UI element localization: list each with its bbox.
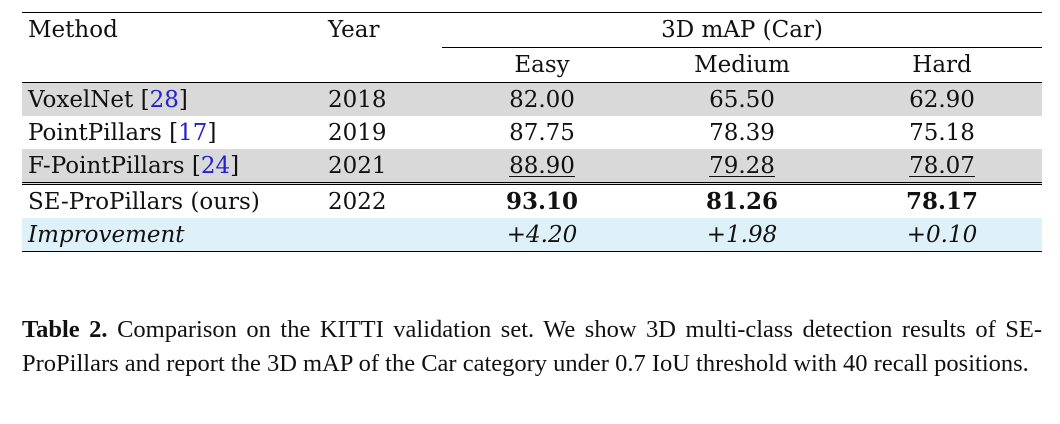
hard-cell-best: 78.17 <box>842 182 1043 218</box>
method-cell: VoxelNet [28] <box>22 82 322 116</box>
medium-cell: 65.50 <box>642 82 842 116</box>
header-easy: Easy <box>514 52 570 78</box>
method-cell: SE-ProPillars (ours) <box>22 182 322 218</box>
second-best-value: 79.28 <box>709 152 775 179</box>
hard-cell: 78.07 <box>842 149 1043 184</box>
table-row-improvement: Improvement +4.20 +1.98 +0.10 <box>22 218 1043 252</box>
easy-cell-best: 93.10 <box>442 182 642 218</box>
improvement-easy: +4.20 <box>442 218 642 252</box>
header-method: Method <box>22 12 322 48</box>
second-best-value: 78.07 <box>909 152 975 179</box>
improvement-label: Improvement <box>22 218 322 252</box>
improvement-hard: +0.10 <box>842 218 1043 252</box>
easy-cell: 87.75 <box>509 119 575 146</box>
citation-link[interactable]: 28 <box>149 86 179 113</box>
header-row-2: Easy Medium Hard <box>22 48 1042 83</box>
header-year: Year <box>322 12 442 48</box>
results-table-container: Method Year 3D mAP (Car) Easy Medium Har… <box>22 12 1043 252</box>
results-table: Method Year 3D mAP (Car) Easy Medium Har… <box>22 12 1043 252</box>
caption-label: Table 2. <box>22 316 108 343</box>
second-best-value: 88.90 <box>509 152 575 179</box>
method-name: PointPillars <box>28 119 162 146</box>
hard-cell: 75.18 <box>909 119 975 146</box>
medium-cell-best: 81.26 <box>642 182 842 218</box>
year-cell: 2018 <box>322 82 442 116</box>
table-row-se-propillars: SE-ProPillars (ours) 2022 93.10 81.26 78… <box>22 182 1043 218</box>
easy-cell: 88.90 <box>442 149 642 184</box>
table-row-voxelnet: VoxelNet [28] 2018 82.00 65.50 62.90 <box>22 82 1043 116</box>
hard-cell: 62.90 <box>842 82 1043 116</box>
header-row-1: Method Year 3D mAP (Car) <box>22 12 1043 48</box>
table-row-pointpillars: PointPillars [17] 2019 87.75 78.39 75.18 <box>22 116 1042 149</box>
method-cell: PointPillars [17] <box>28 119 217 146</box>
table-row-f-pointpillars: F-PointPillars [24] 2021 88.90 79.28 78.… <box>22 149 1043 184</box>
year-cell: 2021 <box>322 149 442 184</box>
easy-cell: 82.00 <box>442 82 642 116</box>
method-name: VoxelNet <box>28 86 134 113</box>
year-cell: 2019 <box>328 119 387 146</box>
method-name: F-PointPillars <box>28 152 185 179</box>
improvement-medium: +1.98 <box>642 218 842 252</box>
header-medium: Medium <box>694 52 790 78</box>
year-cell: 2022 <box>322 182 442 218</box>
header-group-map-car: 3D mAP (Car) <box>442 12 1043 48</box>
method-cell: F-PointPillars [24] <box>22 149 322 184</box>
medium-cell: 79.28 <box>642 149 842 184</box>
caption-text: Comparison on the KITTI validation set. … <box>22 316 1043 377</box>
citation-link[interactable]: 24 <box>200 152 231 179</box>
medium-cell: 78.39 <box>709 119 775 146</box>
table-caption: Table 2. Comparison on the KITTI validat… <box>22 313 1042 380</box>
citation-link[interactable]: 17 <box>178 119 208 146</box>
header-hard: Hard <box>912 52 972 78</box>
